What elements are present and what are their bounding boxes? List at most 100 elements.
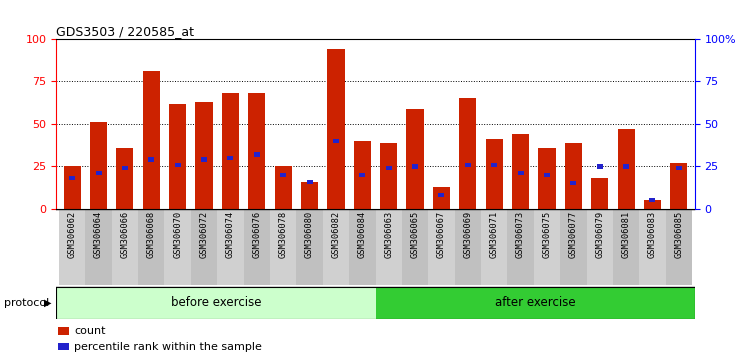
Bar	[164, 210, 191, 285]
Text: GSM306064: GSM306064	[94, 211, 103, 258]
Bar	[460, 98, 476, 209]
Bar	[275, 166, 291, 209]
Text: GSM306072: GSM306072	[200, 211, 209, 258]
Bar	[406, 109, 424, 209]
Bar	[270, 210, 297, 285]
Bar	[69, 176, 75, 181]
Bar	[439, 193, 445, 198]
Bar	[428, 210, 454, 285]
Bar	[90, 122, 107, 209]
Bar	[508, 210, 534, 285]
Bar	[138, 210, 164, 285]
Text: GSM306062: GSM306062	[68, 211, 77, 258]
Bar	[297, 210, 323, 285]
Text: GSM306085: GSM306085	[674, 211, 683, 258]
Bar	[228, 156, 234, 160]
Bar	[175, 162, 181, 167]
Bar	[402, 210, 428, 285]
Bar	[623, 164, 629, 169]
Text: GSM306076: GSM306076	[252, 211, 261, 258]
Text: count: count	[74, 326, 105, 336]
Text: before exercise: before exercise	[170, 296, 261, 309]
Bar	[613, 210, 639, 285]
Bar	[222, 93, 239, 209]
Bar	[354, 141, 371, 209]
Text: protocol: protocol	[4, 298, 49, 308]
Bar	[122, 166, 128, 170]
Text: GSM306070: GSM306070	[173, 211, 182, 258]
Text: GSM306068: GSM306068	[146, 211, 155, 258]
Bar	[56, 287, 376, 319]
Bar	[517, 171, 523, 175]
Bar	[617, 129, 635, 209]
Text: GSM306078: GSM306078	[279, 211, 288, 258]
Bar	[597, 164, 603, 169]
Bar	[650, 198, 656, 202]
Bar	[249, 93, 265, 209]
Bar	[301, 182, 318, 209]
Bar	[491, 162, 497, 167]
Bar	[191, 210, 217, 285]
Bar	[148, 158, 154, 162]
Bar	[327, 49, 345, 209]
Bar	[376, 287, 695, 319]
Bar	[486, 139, 502, 209]
Bar	[243, 210, 270, 285]
Bar	[676, 166, 682, 170]
Bar	[359, 173, 365, 177]
Bar	[116, 148, 134, 209]
Text: GSM306079: GSM306079	[596, 211, 605, 258]
Text: GSM306063: GSM306063	[385, 211, 394, 258]
Bar	[481, 210, 508, 285]
Text: GSM306082: GSM306082	[331, 211, 340, 258]
Bar	[433, 187, 450, 209]
Bar	[64, 166, 80, 209]
Bar	[538, 148, 556, 209]
Bar	[671, 163, 687, 209]
Text: GSM306080: GSM306080	[305, 211, 314, 258]
Bar	[306, 179, 312, 184]
Bar	[58, 327, 68, 335]
Text: GSM306067: GSM306067	[437, 211, 446, 258]
Text: ▶: ▶	[44, 298, 51, 308]
Bar	[412, 164, 418, 169]
Bar	[349, 210, 376, 285]
Bar	[201, 158, 207, 162]
Bar	[217, 210, 243, 285]
Bar	[465, 162, 471, 167]
Text: GDS3503 / 220585_at: GDS3503 / 220585_at	[56, 25, 195, 38]
Bar	[644, 200, 661, 209]
Text: GSM306073: GSM306073	[516, 211, 525, 258]
Bar	[565, 143, 582, 209]
Text: GSM306077: GSM306077	[569, 211, 578, 258]
Bar	[380, 143, 397, 209]
Text: GSM306075: GSM306075	[542, 211, 551, 258]
Bar	[534, 210, 560, 285]
Bar	[323, 210, 349, 285]
Text: GSM306081: GSM306081	[622, 211, 631, 258]
Bar	[86, 210, 112, 285]
Bar	[639, 210, 665, 285]
Bar	[665, 210, 692, 285]
Bar	[454, 210, 481, 285]
Bar	[512, 134, 529, 209]
Text: after exercise: after exercise	[495, 296, 575, 309]
Bar	[386, 166, 392, 170]
Bar	[544, 173, 550, 177]
Bar	[591, 178, 608, 209]
Bar	[333, 139, 339, 143]
Bar	[59, 210, 86, 285]
Bar	[169, 103, 186, 209]
Text: GSM306083: GSM306083	[648, 211, 657, 258]
Bar	[195, 102, 213, 209]
Bar	[570, 181, 576, 185]
Bar	[58, 343, 68, 350]
Bar	[376, 210, 402, 285]
Bar	[143, 71, 160, 209]
Bar	[254, 152, 260, 156]
Bar	[560, 210, 587, 285]
Text: GSM306065: GSM306065	[411, 211, 420, 258]
Text: GSM306084: GSM306084	[357, 211, 366, 258]
Text: GSM306069: GSM306069	[463, 211, 472, 258]
Text: GSM306066: GSM306066	[120, 211, 129, 258]
